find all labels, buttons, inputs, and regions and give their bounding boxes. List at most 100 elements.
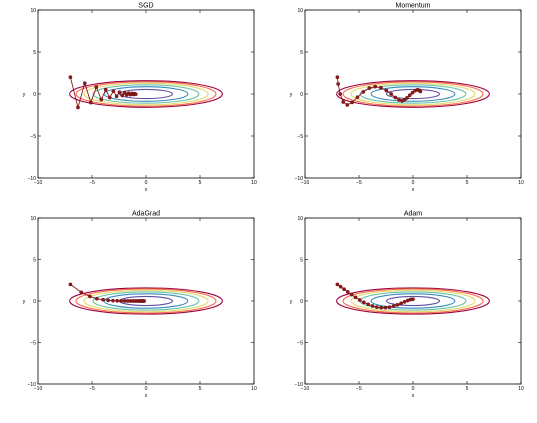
optimizer-point xyxy=(119,299,123,303)
x-tick-label: 5 xyxy=(199,180,202,186)
subplot-momentum: −10 −5 0 5 10 −10 −5 0 5 10 Momentum x y xyxy=(290,3,524,194)
optimizer-point xyxy=(122,299,127,303)
y-tick-label: 5 xyxy=(33,258,36,264)
optimizer-point xyxy=(99,97,104,102)
optimizer-point xyxy=(357,298,362,302)
x-tick-label: −5 xyxy=(356,180,362,186)
y-tick-label: 0 xyxy=(300,92,303,98)
y-axis-label: y xyxy=(23,92,26,98)
optimizer-point xyxy=(114,94,119,99)
x-tick-label: 10 xyxy=(251,386,257,392)
subplot-title: Momentum xyxy=(395,3,430,10)
x-tick-label: 0 xyxy=(145,386,148,392)
optimizer-point xyxy=(353,295,358,300)
optimizer-point xyxy=(383,305,388,310)
contour-level xyxy=(83,289,209,313)
optimizer-point xyxy=(345,103,350,107)
optimizer-point xyxy=(101,297,105,302)
subplot-title: SGD xyxy=(138,3,153,10)
y-tick-label: −5 xyxy=(297,341,303,347)
y-tick-label: 10 xyxy=(30,8,36,14)
optimizer-point xyxy=(355,95,360,100)
contour-level xyxy=(75,81,217,107)
x-tick-label: −5 xyxy=(356,386,362,392)
optimizer-point xyxy=(95,296,99,301)
y-tick-label: 10 xyxy=(30,216,36,222)
optimizer-point xyxy=(82,81,87,86)
contour-level xyxy=(359,84,467,104)
x-tick-label: −10 xyxy=(34,180,43,186)
axes-frame xyxy=(37,9,255,179)
y-tick-label: −10 xyxy=(28,176,37,182)
optimizer-point xyxy=(142,299,147,303)
x-axis-label: x xyxy=(412,187,415,193)
optimizer-point xyxy=(391,304,396,308)
optimizer-point xyxy=(410,90,415,95)
y-axis-label: y xyxy=(290,92,293,98)
y-axis-label: y xyxy=(290,299,293,305)
x-tick-label: 0 xyxy=(412,180,415,186)
contour-level xyxy=(350,82,476,106)
optimizer-point xyxy=(68,75,73,80)
optimizer-point xyxy=(88,100,93,105)
optimizer-point xyxy=(345,290,350,294)
optimizer-point xyxy=(367,86,372,90)
x-tick-label: 10 xyxy=(518,180,524,186)
contour-level xyxy=(370,86,456,102)
y-tick-label: 0 xyxy=(33,299,36,305)
y-tick-label: −5 xyxy=(30,134,36,140)
optimizer-point xyxy=(338,284,343,289)
optimizer-point xyxy=(349,292,354,297)
optimizer-point xyxy=(387,305,392,309)
x-tick-label: −5 xyxy=(89,180,95,186)
x-tick-label: 10 xyxy=(518,386,524,392)
x-tick-label: 5 xyxy=(199,386,202,392)
contour-lines xyxy=(69,287,223,315)
optimizer-point xyxy=(79,290,84,295)
optimizer-point xyxy=(111,298,115,303)
optimizer-point xyxy=(397,98,401,102)
optimizer-point xyxy=(336,82,341,86)
contour-level xyxy=(336,287,490,315)
optimizer-point xyxy=(87,294,92,299)
optimizer-point xyxy=(111,89,116,93)
contour-level xyxy=(342,81,484,107)
optimizer-point xyxy=(94,85,99,89)
x-tick-label: −10 xyxy=(301,180,310,186)
subplot-sgd: −10 −5 0 5 10 −10 −5 0 5 10 SGD x y xyxy=(23,3,257,194)
optimizer-point xyxy=(68,282,73,287)
optimizer-point xyxy=(384,88,389,93)
y-tick-label: 0 xyxy=(33,92,36,98)
contour-level xyxy=(75,288,217,314)
y-tick-label: 10 xyxy=(297,216,303,222)
optimizer-point xyxy=(342,287,346,292)
x-tick-label: 0 xyxy=(145,180,148,186)
contour-level xyxy=(83,82,209,106)
optimizer-point xyxy=(379,85,383,90)
optimizer-point xyxy=(362,300,366,305)
optimizer-point xyxy=(338,92,343,96)
optimizer-point xyxy=(335,75,340,80)
contour-lines xyxy=(336,80,490,108)
optimizer-point xyxy=(115,298,120,303)
y-tick-label: 5 xyxy=(33,50,36,56)
contour-level xyxy=(336,80,490,108)
optimizer-point xyxy=(107,95,112,100)
optimizer-point xyxy=(405,96,409,100)
contour-level xyxy=(385,88,441,100)
optimizer-point xyxy=(117,90,122,95)
x-tick-label: 5 xyxy=(466,180,469,186)
optimizer-point xyxy=(393,95,398,100)
x-tick-label: −10 xyxy=(301,386,310,392)
y-tick-label: −10 xyxy=(28,382,37,388)
y-tick-label: 5 xyxy=(300,50,303,56)
x-axis-label: x xyxy=(412,393,415,399)
optimizer-point xyxy=(411,297,415,302)
y-tick-label: −5 xyxy=(30,341,36,347)
y-tick-label: 0 xyxy=(300,299,303,305)
optimizer-point xyxy=(395,302,400,307)
optimizer-point xyxy=(370,304,375,308)
optimizer-point xyxy=(133,92,138,97)
optimizer-point xyxy=(402,299,407,304)
